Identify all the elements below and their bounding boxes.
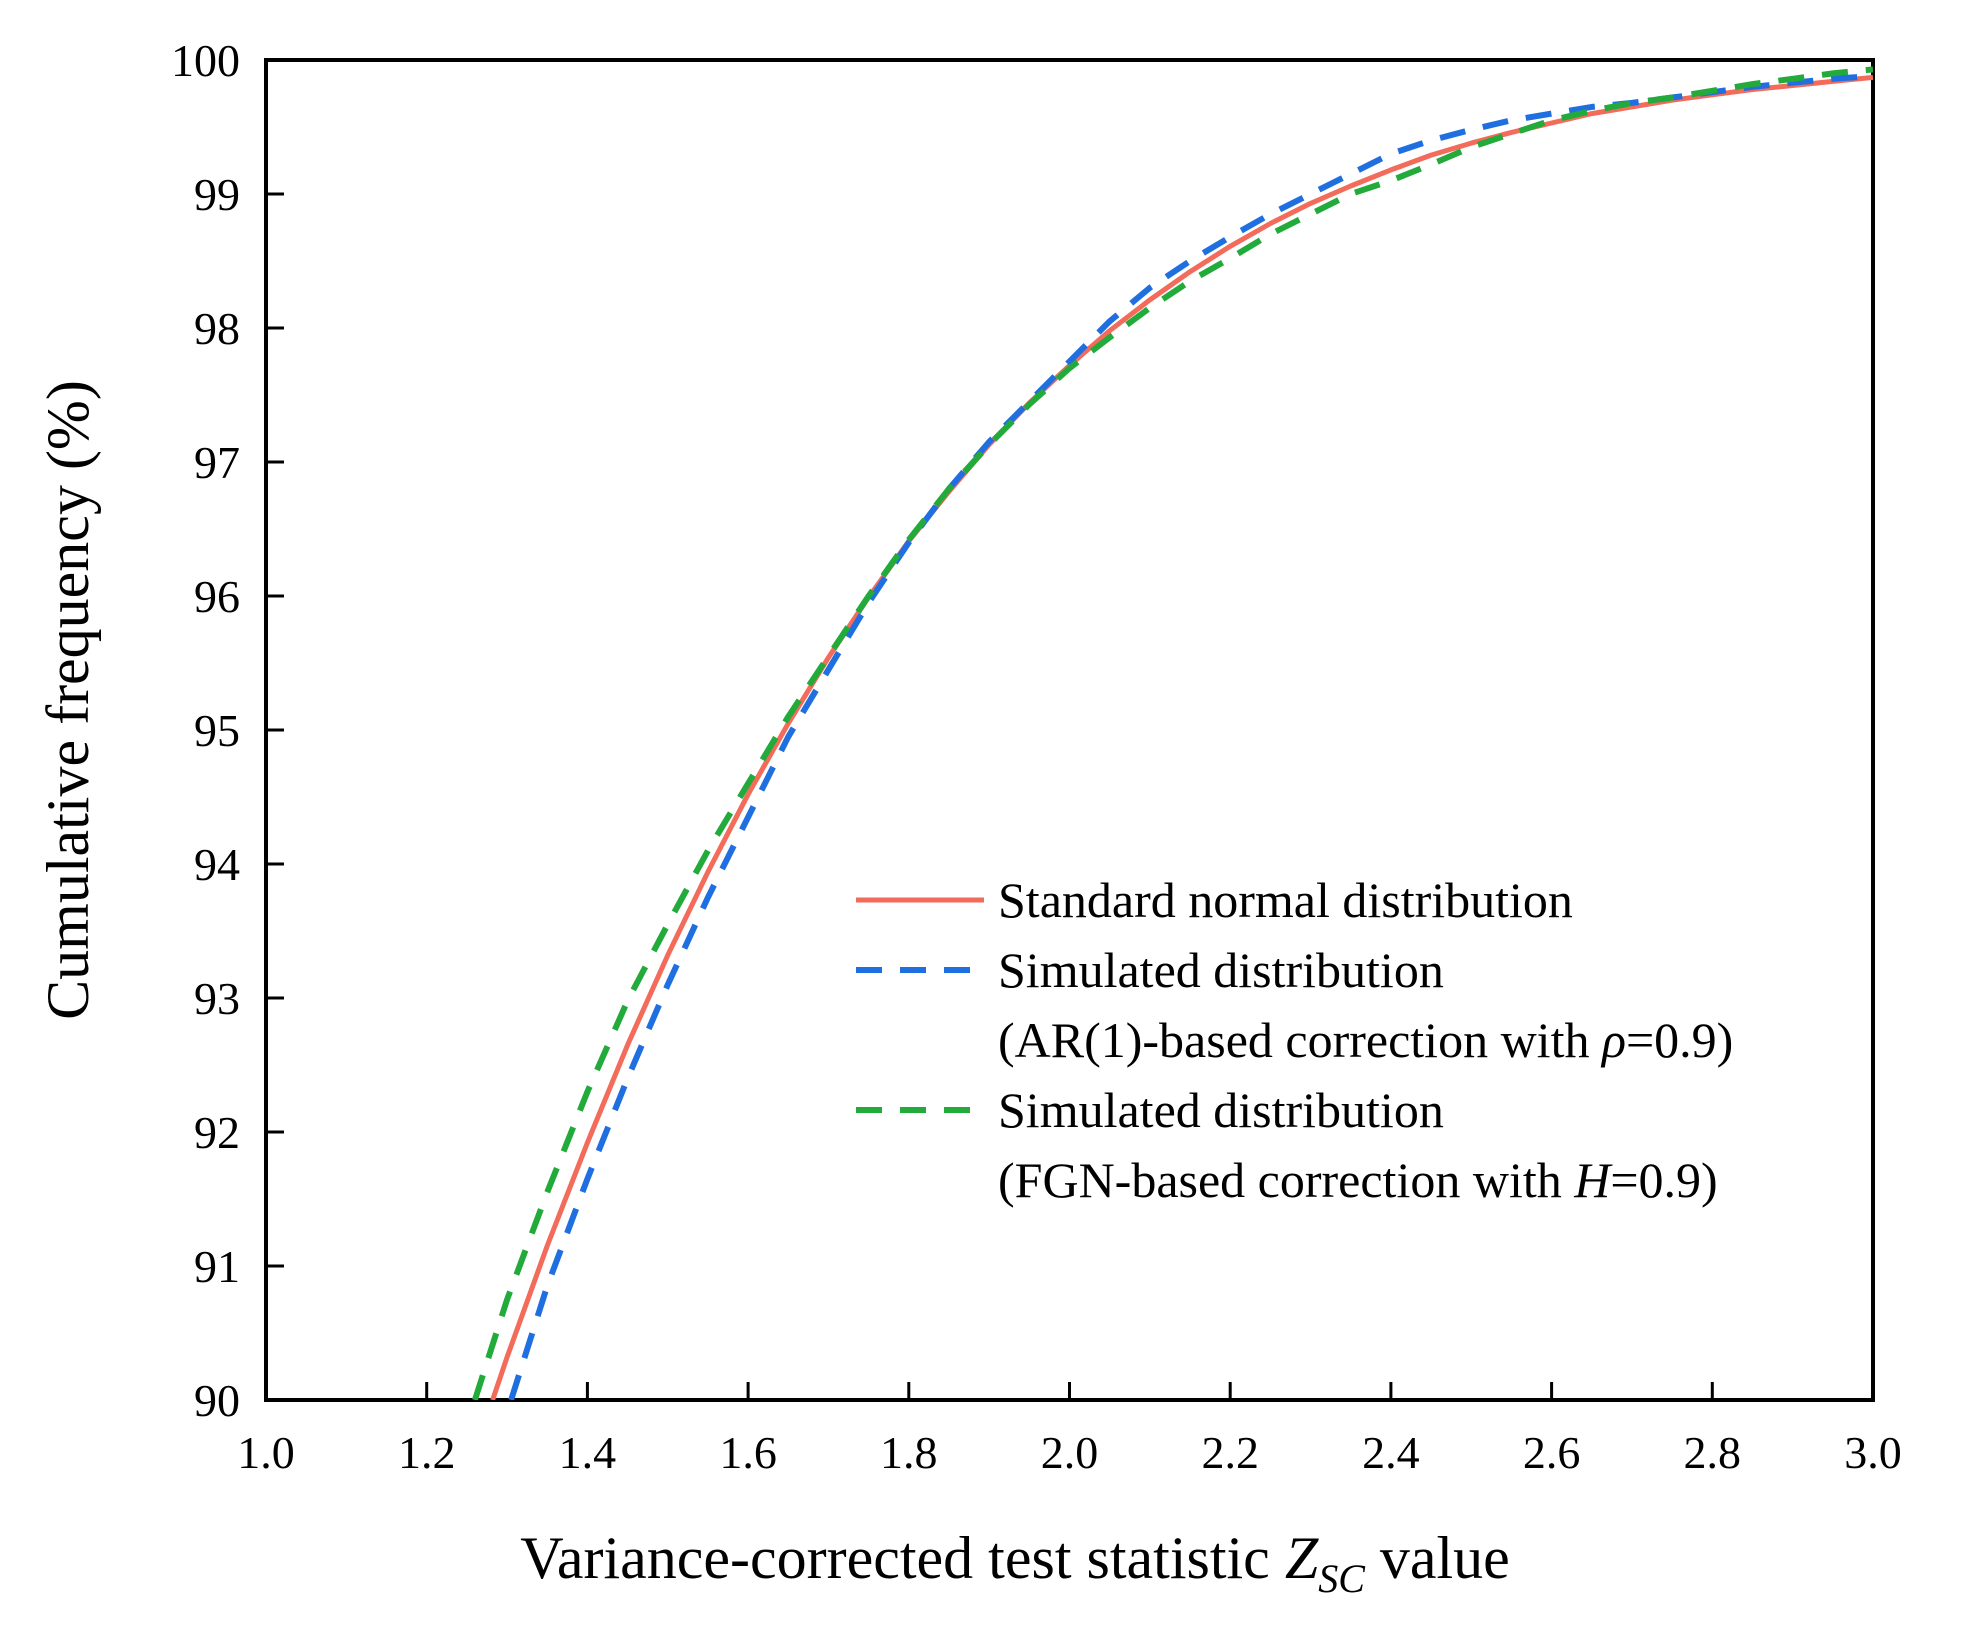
x-axis-title: Variance-corrected test statistic ZSC va… — [520, 1525, 1510, 1601]
legend-fgn-symbol: H — [1573, 1152, 1613, 1208]
legend-ar1-suffix: =0.9) — [1626, 1012, 1733, 1068]
y-tick-label: 99 — [194, 169, 240, 220]
legend-label-fgn-line2: (FGN-based correction with H=0.9) — [998, 1152, 1718, 1208]
series-fgn-simulated — [472, 66, 1873, 1400]
y-axis-tick-labels: 90 91 92 93 94 95 96 97 98 99 100 — [171, 35, 240, 1426]
x-tick-label: 1.4 — [559, 1427, 617, 1478]
legend-label-standard-normal: Standard normal distribution — [998, 872, 1573, 928]
y-tick-label: 90 — [194, 1375, 240, 1426]
x-tick-label: 2.0 — [1041, 1427, 1099, 1478]
y-tick-label: 94 — [194, 839, 240, 890]
y-axis-title: Cumulative frequency (%) — [35, 380, 101, 1020]
legend-label-ar1-line2: (AR(1)-based correction with ρ=0.9) — [998, 1012, 1733, 1068]
x-tick-label: 2.8 — [1684, 1427, 1742, 1478]
legend-fgn-prefix: (FGN-based correction with — [998, 1152, 1574, 1208]
x-tick-label: 2.6 — [1523, 1427, 1581, 1478]
x-axis-title-symbol: Z — [1285, 1525, 1319, 1591]
x-tick-label: 1.0 — [237, 1427, 295, 1478]
x-axis-tick-labels: 1.0 1.2 1.4 1.6 1.8 2.0 2.2 2.4 2.6 2.8 3.0 — [237, 1427, 1902, 1478]
x-tick-label: 1.2 — [398, 1427, 456, 1478]
x-axis-ticks — [264, 1382, 1875, 1400]
legend-fgn-suffix: =0.9) — [1610, 1152, 1717, 1208]
x-tick-label: 1.8 — [880, 1427, 938, 1478]
legend-label-fgn-line1: Simulated distribution — [998, 1082, 1444, 1138]
x-axis-title-prefix: Variance-corrected test statistic — [520, 1525, 1285, 1591]
y-tick-label: 95 — [194, 705, 240, 756]
y-tick-label: 91 — [194, 1241, 240, 1292]
x-axis-title-suffix: value — [1365, 1525, 1510, 1591]
legend-ar1-symbol: ρ — [1600, 1012, 1626, 1068]
x-tick-label: 2.2 — [1201, 1427, 1259, 1478]
legend: Standard normal distribution Simulated d… — [856, 872, 1733, 1208]
legend-label-ar1-line1: Simulated distribution — [998, 942, 1444, 998]
x-axis-title-subscript: SC — [1318, 1556, 1366, 1601]
y-axis-ticks — [266, 58, 284, 1402]
series-layer — [472, 66, 1873, 1400]
y-tick-label: 92 — [194, 1107, 240, 1158]
y-tick-label: 96 — [194, 571, 240, 622]
series-standard-normal — [490, 74, 1873, 1400]
y-tick-label: 93 — [194, 973, 240, 1024]
x-tick-label: 1.6 — [719, 1427, 777, 1478]
y-tick-label: 98 — [194, 303, 240, 354]
y-tick-label: 100 — [171, 35, 240, 86]
x-tick-label: 2.4 — [1362, 1427, 1420, 1478]
legend-ar1-prefix: (AR(1)-based correction with — [998, 1012, 1602, 1068]
x-tick-label: 3.0 — [1844, 1427, 1902, 1478]
y-tick-label: 97 — [194, 437, 240, 488]
